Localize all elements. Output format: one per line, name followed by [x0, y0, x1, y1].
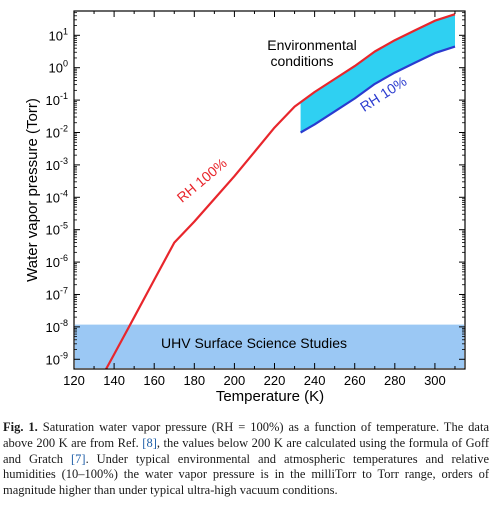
x-tick-label: 160 — [143, 373, 165, 388]
y-axis-label: Water vapor pressure (Torr) — [24, 98, 41, 282]
x-tick-label: 300 — [424, 373, 446, 388]
y-tick-label: 10-1 — [46, 91, 68, 108]
reference-link-8[interactable]: [8] — [142, 435, 157, 450]
caption-text-1: Saturation water vapor pressure (RH = 10… — [3, 420, 490, 450]
figure-label: Fig. 1. — [3, 420, 38, 434]
rh100-label: RH 100% — [174, 155, 230, 206]
y-tick-label: 10-9 — [46, 350, 68, 367]
environmental-region — [300, 14, 455, 133]
x-axis-label: Temperature (K) — [216, 388, 324, 405]
x-tick-label: 220 — [264, 373, 286, 388]
plot-frame — [73, 10, 466, 370]
shaded-regions — [75, 14, 464, 368]
y-tick-label: 10-5 — [46, 221, 68, 238]
y-tick-label: 10-2 — [46, 123, 68, 140]
data-series — [105, 13, 456, 370]
y-tick-label: 10-4 — [46, 188, 68, 205]
axis-ticks — [73, 11, 465, 369]
series-line-rh10 — [300, 45, 456, 134]
x-tick-label: 280 — [384, 373, 406, 388]
caption-text-2: , the values below 200 K are calculated … — [3, 435, 489, 466]
uhv-label: UHV Surface Science Studies — [161, 335, 347, 351]
x-tick-label: 260 — [344, 373, 366, 388]
environmental-label-line1: Environmental — [267, 37, 357, 53]
uhv-region — [75, 324, 464, 368]
y-tick-label: 10-7 — [46, 285, 68, 302]
y-tick-label: 10-6 — [46, 253, 68, 270]
x-tick-label: 140 — [103, 373, 125, 388]
axis-tick-labels: 120 140 160 180 200 220 240 260 280 300 101 100 10-1… — [46, 26, 446, 388]
x-tick-label: 240 — [304, 373, 326, 388]
x-tick-label: 120 — [63, 373, 85, 388]
environmental-label-line2: conditions — [270, 53, 333, 69]
y-tick-label: 10-8 — [46, 318, 68, 335]
y-tick-label: 10-3 — [46, 156, 68, 173]
x-tick-label: 180 — [183, 373, 205, 388]
y-tick-label: 100 — [49, 59, 68, 76]
x-tick-label: 200 — [224, 373, 246, 388]
reference-link-7[interactable]: [7] — [70, 451, 86, 466]
figure-caption: Fig. 1. Saturation water vapor pressure … — [3, 420, 489, 499]
series-line-rh100 — [105, 13, 456, 370]
caption-text-3: . Under typical environmental and atmosp… — [3, 451, 490, 498]
vapor-pressure-chart: 120 140 160 180 200 220 240 260 280 300 101 100 10-1… — [24, 10, 466, 405]
y-tick-label: 101 — [49, 26, 68, 43]
